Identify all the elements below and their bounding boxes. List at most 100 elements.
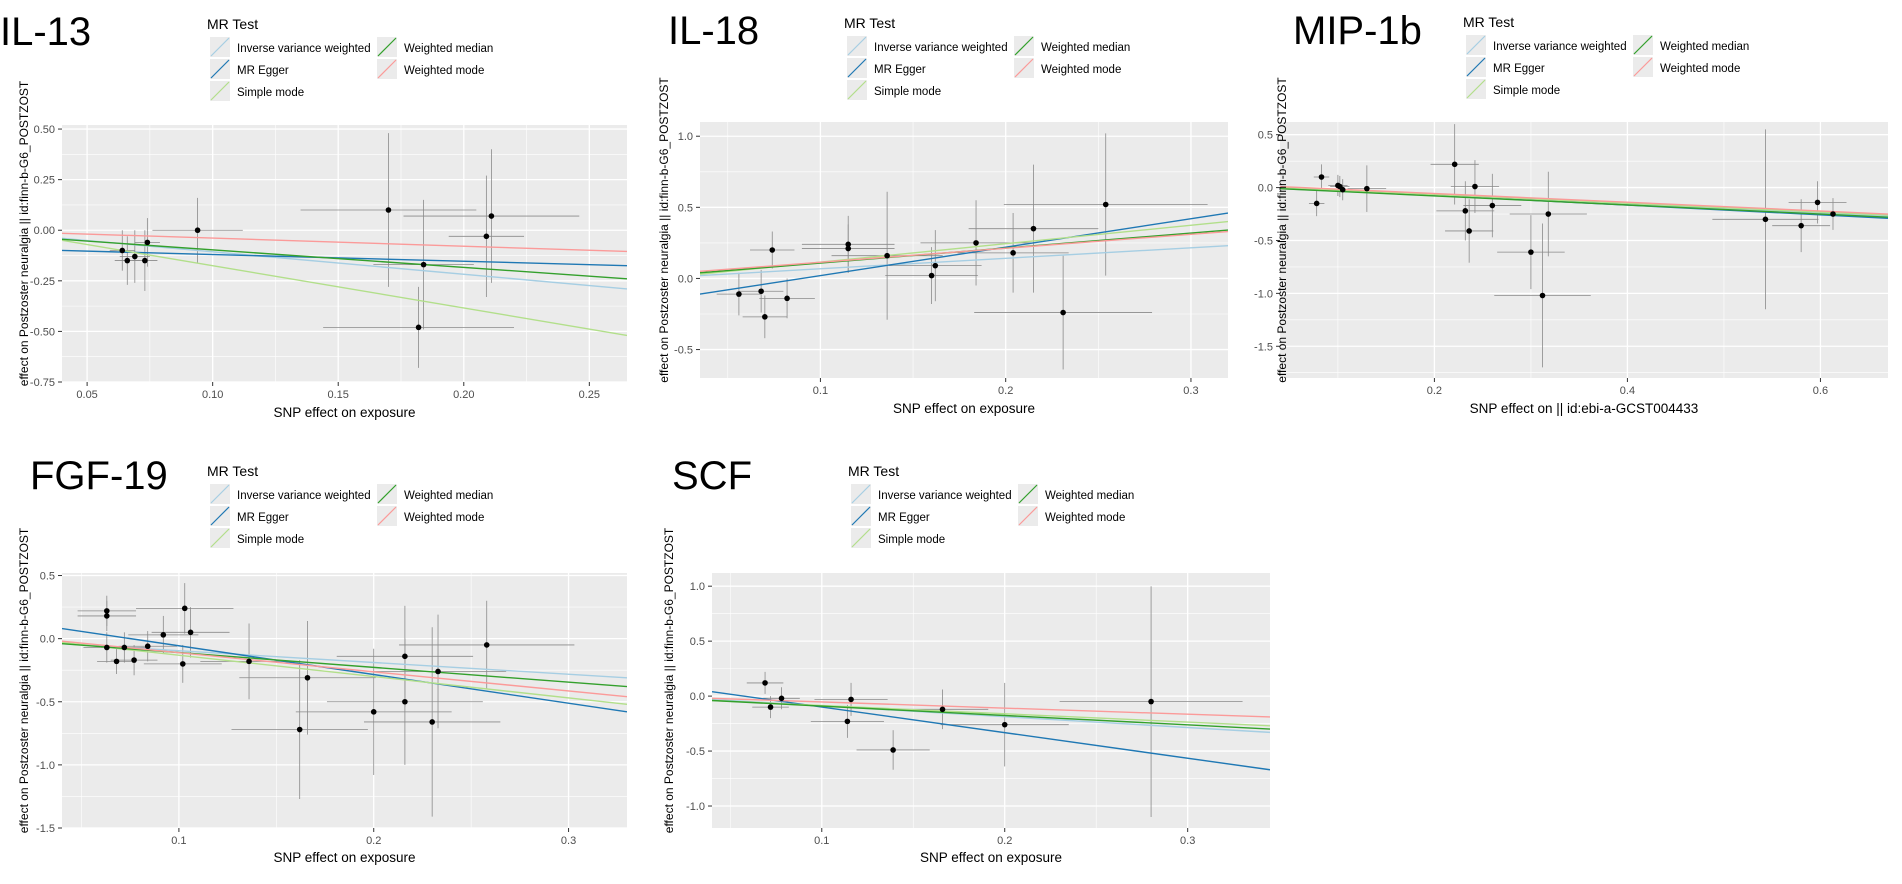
y-tick-label: -1.5: [36, 823, 55, 835]
legend-label-mr_egger: MR Egger: [1493, 63, 1545, 75]
legend-key-weighted_median: [1014, 36, 1034, 56]
data-point: [1339, 186, 1346, 193]
legend-key-simple_mode: [210, 528, 230, 548]
data-point: [1830, 211, 1836, 217]
data-point: [845, 245, 852, 252]
legend-key-simple_mode: [851, 528, 871, 548]
legend-key-weighted_median: [1633, 35, 1653, 55]
x-tick-label: 0.3: [1183, 385, 1198, 397]
regression-line-mr_egger: [62, 627, 627, 713]
legend-label-weighted_mode: Weighted mode: [1045, 512, 1125, 524]
legend-key-line: [1633, 35, 1653, 55]
legend-key-line: [851, 484, 871, 504]
x-tick-label: 0.2: [1427, 385, 1442, 397]
x-tick-label: 0.2: [998, 385, 1013, 397]
x-axis-label: SNP effect on exposure: [893, 401, 1035, 416]
legend-key-mr_egger: [851, 506, 871, 526]
data-point: [848, 696, 854, 703]
data-point: [845, 241, 852, 248]
data-point: [1001, 721, 1008, 728]
legend-key-ivw: [847, 36, 867, 56]
x-axis-label: SNP effect on exposure: [920, 850, 1062, 865]
data-point: [1030, 225, 1037, 232]
data-point: [884, 252, 890, 259]
data-point: [1798, 222, 1804, 229]
legend-key-line: [1466, 79, 1486, 99]
legend-key-line: [377, 506, 397, 526]
chart-scf: SCF MR Test Inverse variance weighted Weigh…: [662, 454, 1270, 865]
data-point: [1060, 309, 1066, 316]
x-axis-label: SNP effect on exposure: [273, 405, 415, 420]
legend-label-ivw: Inverse variance weighted: [874, 42, 1008, 54]
y-axis-label: effect on Postzoster neuralgia || id:fin…: [17, 80, 31, 386]
plot-area: [1280, 124, 1888, 368]
legend-key-line: [377, 59, 397, 79]
data-point: [246, 658, 252, 665]
regression-line-simple_mode: [62, 641, 627, 705]
data-point: [124, 257, 131, 264]
legend-key-weighted_mode: [377, 506, 397, 526]
data-point: [119, 247, 126, 254]
data-point: [1318, 174, 1325, 180]
legend-title: MR Test: [848, 463, 899, 479]
regression-line-weighted_median: [712, 699, 1270, 730]
data-point: [160, 632, 167, 638]
data-point: [1545, 211, 1552, 217]
x-tick-label: 0.3: [561, 835, 576, 847]
legend: MR Test Inverse variance weighted Weighted…: [1463, 14, 1749, 99]
data-point: [767, 704, 774, 710]
chart-title: IL-18: [668, 9, 759, 53]
y-tick-label: -0.25: [30, 276, 55, 288]
y-tick-label: 1.0: [678, 131, 693, 143]
chart-title: FGF-19: [30, 454, 168, 498]
legend-key-ivw: [851, 484, 871, 504]
plot-area: [712, 586, 1270, 818]
data-point: [736, 291, 742, 297]
legend-label-mr_egger: MR Egger: [878, 512, 930, 524]
y-axis-label: effect on Postzoster neuralgia || id:fin…: [17, 527, 31, 833]
x-tick-label: 0.25: [579, 389, 600, 401]
legend-key-weighted_mode: [1014, 58, 1034, 78]
legend-key-line: [377, 37, 397, 57]
y-tick-label: -1.0: [686, 801, 705, 813]
y-tick-label: -1.5: [1254, 341, 1273, 353]
legend-key-weighted_mode: [1018, 506, 1038, 526]
legend-key-mr_egger: [847, 58, 867, 78]
y-tick-label: -1.0: [1254, 288, 1273, 300]
data-point: [181, 605, 188, 612]
data-point: [1010, 250, 1016, 256]
legend-key-mr_egger: [1466, 57, 1486, 77]
x-tick-label: 0.10: [202, 389, 223, 401]
data-point: [1489, 202, 1496, 209]
x-tick-label: 0.05: [76, 389, 97, 401]
legend-key-line: [1466, 35, 1486, 55]
legend-key-line: [851, 528, 871, 548]
data-point: [1814, 199, 1821, 206]
legend-key-mr_egger: [210, 506, 230, 526]
y-tick-label: 0.5: [678, 202, 693, 214]
x-tick-label: 0.20: [453, 389, 474, 401]
chart-title: MIP-1b: [1293, 9, 1422, 53]
plot-area: [62, 133, 627, 368]
regression-line-simple_mode: [1280, 186, 1888, 216]
plot-area: [700, 133, 1228, 370]
data-point: [304, 674, 311, 681]
regression-line-weighted_mode: [700, 230, 1228, 273]
data-point: [415, 324, 422, 331]
data-point: [121, 644, 128, 651]
legend-label-simple_mode: Simple mode: [237, 534, 304, 546]
data-point: [429, 719, 435, 725]
data-point: [370, 709, 377, 715]
data-point: [1102, 201, 1109, 208]
data-point: [113, 658, 120, 665]
legend-label-simple_mode: Simple mode: [878, 534, 945, 546]
legend-label-ivw: Inverse variance weighted: [237, 43, 371, 55]
x-tick-label: 0.15: [328, 389, 349, 401]
data-point: [435, 668, 441, 675]
legend-key-simple_mode: [1466, 79, 1486, 99]
legend-label-ivw: Inverse variance weighted: [1493, 41, 1627, 53]
data-point: [1364, 185, 1370, 192]
legend: MR Test Inverse variance weighted Weighted…: [848, 463, 1134, 548]
legend-key-line: [210, 81, 230, 101]
